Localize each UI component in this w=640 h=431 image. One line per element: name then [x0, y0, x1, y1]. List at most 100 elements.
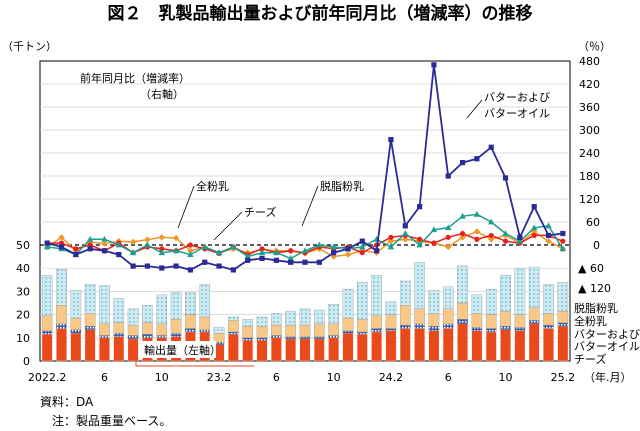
bar-1-9 — [170, 333, 182, 337]
point-2-4 — [101, 235, 108, 242]
left-tick-label: 40 — [16, 262, 30, 275]
point-3-36 — [560, 230, 566, 237]
bar-3-10 — [185, 292, 196, 315]
bar-0-29 — [457, 323, 468, 362]
bar-3-21 — [342, 288, 354, 319]
bar-2-6 — [127, 324, 139, 336]
bar-2-11 — [199, 316, 211, 330]
bar-0-0 — [41, 334, 53, 362]
bar-1-15 — [256, 337, 268, 341]
point-3-20 — [331, 250, 337, 256]
bar-0-20 — [328, 337, 339, 362]
point-3-4 — [101, 248, 108, 254]
bar-0-32 — [500, 329, 511, 362]
point-3-35 — [545, 232, 552, 239]
bar-0-30 — [471, 330, 483, 362]
left-axis-unit: （千トン） — [2, 40, 57, 53]
bar-0-23 — [371, 331, 382, 362]
point-3-33 — [517, 234, 523, 240]
bar-3-8 — [156, 294, 168, 325]
bar-2-34 — [528, 307, 540, 321]
bar-0-19 — [314, 338, 325, 362]
bar-1-34 — [528, 320, 540, 325]
x-tick-label: 2022.2 — [28, 371, 67, 384]
point-2-16 — [273, 249, 280, 256]
bar-3-18 — [299, 308, 311, 326]
x-axis-unit: （年.月） — [584, 370, 632, 384]
point-2-31 — [488, 218, 495, 225]
x-tick-label: 6 — [273, 371, 280, 384]
bar-0-25 — [399, 328, 411, 362]
rate-label: 前年同月比（増減率） — [80, 71, 190, 85]
bar-2-4 — [99, 323, 110, 336]
bar-0-27 — [428, 330, 440, 362]
bar-0-28 — [442, 328, 454, 362]
point-2-29 — [459, 212, 466, 219]
bar-3-35 — [543, 284, 554, 314]
x-tick-label: 6 — [101, 371, 108, 384]
point-1-29 — [459, 230, 466, 237]
point-3-9 — [173, 263, 179, 269]
point-0-35 — [545, 237, 552, 245]
bar-1-24 — [385, 328, 397, 331]
x-tick-label: 25.2 — [551, 371, 576, 384]
point-1-24 — [388, 234, 394, 240]
bar-0-33 — [514, 330, 526, 362]
point-2-22 — [359, 243, 366, 250]
bar-1-35 — [543, 324, 554, 329]
bar-3-13 — [228, 316, 239, 321]
bar-0-3 — [84, 329, 96, 362]
lines — [43, 62, 567, 273]
bar-0-13 — [228, 334, 239, 362]
point-3-28 — [445, 173, 451, 179]
bar-1-4 — [99, 335, 110, 338]
bar-2-27 — [428, 313, 440, 327]
point-1-26 — [416, 236, 423, 242]
point-1-30 — [474, 236, 480, 242]
bar-1-10 — [185, 328, 196, 333]
left-axis-ticks: 0 10 20 30 40 50 — [16, 239, 30, 368]
cheese-line-label: チーズ — [244, 205, 276, 219]
bar-3-0 — [41, 275, 53, 316]
point-2-34 — [530, 224, 538, 231]
bar-2-25 — [399, 305, 411, 326]
bar-1-6 — [127, 335, 139, 340]
point-2-27 — [430, 226, 438, 233]
chart-title: 図２ 乳製品輸出量および前年同月比（増減率）の推移 — [108, 3, 533, 24]
bar-2-35 — [543, 313, 554, 326]
bar-3-7 — [142, 305, 153, 323]
bar-3-27 — [428, 290, 440, 314]
right-axis-unit: （％） — [578, 40, 611, 53]
bar-1-20 — [328, 335, 339, 338]
point-1-32 — [502, 238, 509, 244]
point-3-18 — [302, 259, 308, 265]
bar-1-29 — [457, 319, 468, 325]
point-0-6 — [129, 238, 137, 246]
bar-0-22 — [356, 334, 368, 362]
x-tick-label: 6 — [445, 371, 452, 384]
bar-2-14 — [242, 326, 254, 338]
legend-zenfun: 全粉乳 — [574, 314, 607, 328]
bar-3-26 — [414, 262, 425, 309]
dasshi-line-label: 脱脂粉乳 — [320, 179, 364, 193]
bar-2-32 — [500, 310, 511, 327]
right-neg-tick-label: ▲ 120 — [578, 282, 611, 295]
point-0-7 — [144, 236, 151, 243]
bar-2-7 — [142, 322, 153, 335]
volume-label-box — [140, 341, 216, 358]
bar-3-5 — [113, 298, 125, 323]
point-2-3 — [86, 235, 94, 242]
legend-cheese: チーズ — [574, 352, 606, 366]
bar-3-6 — [127, 308, 139, 326]
bars — [41, 262, 569, 362]
bar-3-11 — [199, 284, 211, 318]
point-1-36 — [560, 238, 566, 244]
point-0-10 — [187, 247, 194, 254]
bar-1-8 — [156, 335, 168, 338]
left-tick-label: 20 — [16, 309, 30, 322]
bar-2-20 — [328, 323, 339, 336]
bar-1-1 — [56, 323, 67, 329]
bar-2-22 — [356, 319, 368, 333]
bar-1-16 — [271, 335, 282, 338]
